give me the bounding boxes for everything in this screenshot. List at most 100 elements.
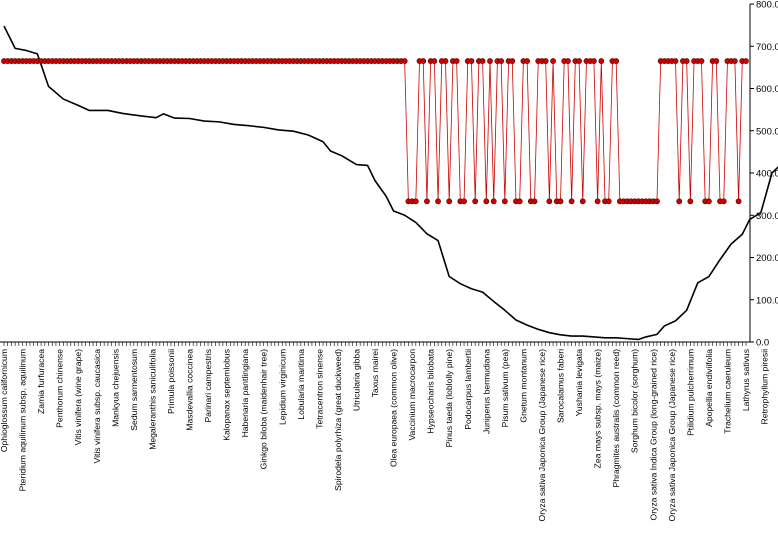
x-category-label: Ophioglossum californicum	[0, 349, 9, 452]
x-category-label: Apopellia endiviifolia	[704, 349, 714, 427]
plot-area	[1, 25, 778, 341]
red-series-point	[568, 198, 575, 205]
x-category-label: Oryza sativa Japonica Group (Japanese ri…	[667, 349, 677, 522]
red-series-point	[720, 198, 727, 205]
series-line-black	[3, 25, 778, 341]
x-category-label: Ginkgo biloba (maidenhair tree)	[259, 349, 269, 470]
red-series-point	[472, 198, 479, 205]
x-category-label: Olea europaea (common olive)	[389, 349, 399, 467]
x-category-label: Phragmites australis (common reed)	[611, 349, 621, 488]
x-category-label: Megaleranthis saniculifolia	[147, 349, 157, 450]
red-series-point	[557, 198, 564, 205]
x-category-label: Utricularia gibba	[351, 349, 361, 411]
red-series-point	[431, 58, 438, 64]
red-series-point	[531, 198, 538, 205]
x-category-label: Taxus mairei	[370, 349, 380, 397]
red-series-point	[442, 58, 449, 64]
red-series-point	[654, 198, 660, 205]
red-series-point	[731, 58, 738, 64]
x-category-label: Ptilidium pulcherrimum	[685, 349, 695, 436]
x-category-label: Retrophyllum piresii	[760, 349, 770, 425]
red-series-point	[516, 198, 523, 205]
red-series-point	[468, 58, 475, 64]
red-series-point	[424, 198, 430, 205]
red-series-point	[683, 58, 690, 64]
x-category-label: Sarocalamus faberi	[556, 349, 566, 423]
red-series-point	[613, 58, 620, 64]
red-series-point	[461, 198, 467, 205]
red-series-point	[401, 58, 408, 64]
y-tick-label: 700.0	[756, 42, 778, 53]
x-category-label: Hypseocharis bilobata	[426, 349, 436, 434]
x-category-label: Yushania levigata	[574, 349, 584, 417]
red-series-point	[598, 58, 605, 64]
red-series-point	[435, 198, 441, 205]
red-series-point	[565, 58, 571, 64]
x-category-label: Juniperus bermudiana	[481, 349, 491, 434]
red-series-point	[550, 58, 556, 64]
x-category-label: Vitis vinifera (wine grape)	[73, 349, 83, 445]
red-series-point	[524, 58, 531, 64]
red-series-point	[490, 198, 497, 205]
red-series-point	[713, 58, 720, 64]
x-category-label: Tetracentron sinense	[314, 349, 324, 429]
red-series-point	[542, 58, 549, 64]
x-category-label: Gnetum montanum	[518, 349, 528, 423]
y-tick-label: 0.0	[756, 338, 769, 349]
red-series-point	[576, 58, 582, 64]
red-series-point	[735, 198, 742, 205]
y-tick-label: 300.0	[756, 211, 778, 222]
x-category-label: Spirodela polyrhiza (great duckweed)	[333, 349, 343, 491]
x-category-label: Pisum sativum (pea)	[500, 349, 510, 427]
x-category-label: Lobularia maritima	[296, 349, 306, 420]
x-category-label: Primula poissonii	[166, 349, 176, 414]
red-series-point	[743, 58, 749, 64]
red-series-point	[590, 58, 597, 64]
red-series-point	[420, 58, 427, 64]
y-tick-label: 500.0	[756, 126, 778, 137]
axes: 0.0 100.0 200.0 300.0 400.0 500.0 600.0 700.0 80…	[0, 0, 778, 521]
x-category-label: Mankyua chejuensis	[110, 349, 120, 427]
x-category-label: Sorghum bicolor (sorghum)	[630, 349, 640, 453]
x-category-label: Pinus taeda (loblolly pine)	[444, 349, 454, 448]
red-series-point	[483, 198, 490, 205]
x-category-label: Podocarpus lambertii	[463, 349, 473, 430]
x-category-label: Parinari campestris	[203, 349, 213, 423]
red-series-point	[579, 198, 586, 205]
red-series-point	[446, 198, 453, 205]
x-category-label: Vitis vinifera subsp. caucasica	[92, 349, 102, 464]
red-series-point	[501, 198, 508, 205]
y-tick-label: 600.0	[756, 84, 778, 95]
x-category-label: Oryza sativa Japonica Group (Japanese ri…	[537, 349, 547, 522]
red-series-point	[546, 198, 553, 205]
red-series-point	[676, 198, 683, 205]
x-category-label: Kalopanax septemlobus	[222, 349, 232, 441]
y-tick-label: 100.0	[756, 295, 778, 306]
red-series-point	[453, 58, 460, 64]
x-category-label: Vaccinium macrocarpon	[407, 349, 417, 441]
y-tick-label: 200.0	[756, 253, 778, 264]
red-series-point	[698, 58, 705, 64]
red-series-point	[594, 198, 601, 205]
red-series-point	[605, 198, 612, 205]
red-series-point	[509, 58, 516, 64]
red-series-point	[687, 198, 694, 205]
red-series-point	[672, 58, 679, 64]
x-category-label: Trachelium caeruleum	[722, 349, 732, 434]
x-category-label: Penthorum chinense	[55, 349, 65, 428]
red-series-point	[498, 58, 505, 64]
y-tick-label: 800.0	[756, 0, 778, 11]
x-category-label: Pteridium aquilinum subsp. aquilinum	[18, 349, 28, 491]
x-category-label: Lathyrus sativus	[741, 349, 751, 411]
x-category-label: Lepidium virginicum	[277, 349, 287, 425]
y-tick-label: 400.0	[756, 169, 778, 180]
x-category-label: Sedum sarmentosum	[129, 349, 139, 431]
x-category-label: Oryza sativa Indica Group (long-grained …	[648, 349, 658, 521]
red-series-point	[479, 58, 486, 64]
red-series-point	[412, 198, 419, 205]
x-category-label: Habenaria pantlingiana	[240, 349, 250, 438]
red-series-point	[706, 198, 712, 205]
x-category-label: Zamia furfuracea	[36, 349, 46, 414]
red-series-point	[487, 58, 493, 64]
